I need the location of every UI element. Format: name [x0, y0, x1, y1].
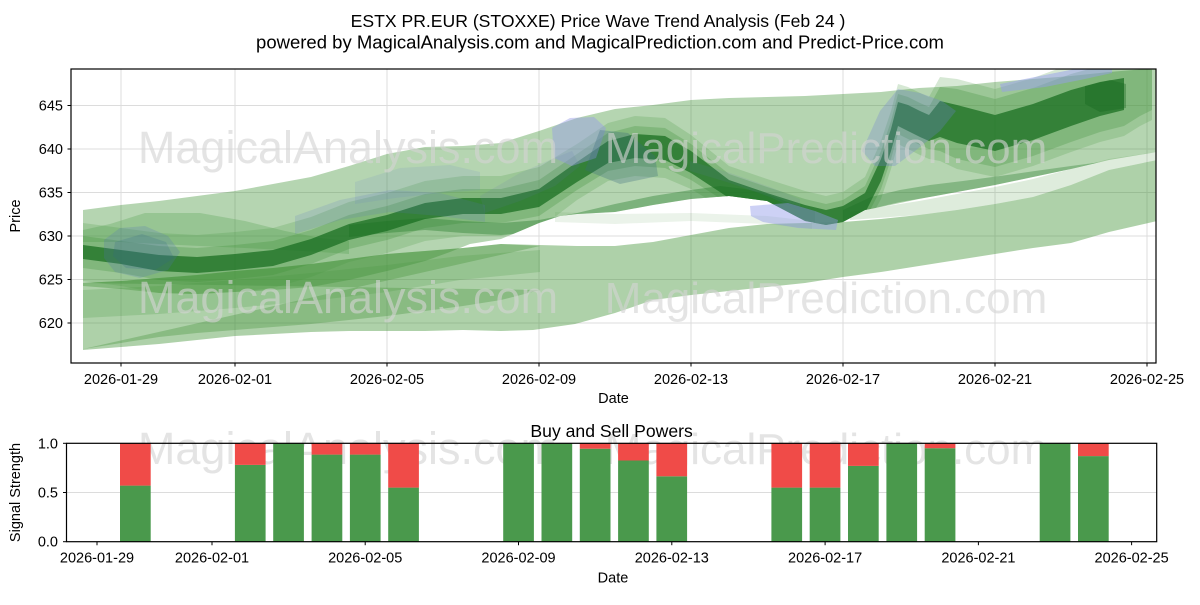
svg-text:630: 630 [39, 229, 63, 245]
svg-text:Buy and Sell Powers: Buy and Sell Powers [530, 421, 693, 441]
svg-text:2026-01-29: 2026-01-29 [60, 551, 134, 567]
svg-text:635: 635 [39, 186, 63, 202]
svg-text:0.0: 0.0 [38, 535, 58, 551]
svg-text:1.0: 1.0 [38, 436, 58, 452]
svg-text:MagicalAnalysis.com: MagicalAnalysis.com [138, 122, 558, 173]
svg-text:2026-02-21: 2026-02-21 [941, 551, 1015, 567]
svg-text:620: 620 [39, 316, 63, 332]
svg-text:2026-02-05: 2026-02-05 [350, 372, 424, 388]
svg-text:0.5: 0.5 [38, 486, 58, 502]
svg-text:MagicalAnalysis.com: MagicalAnalysis.com [138, 423, 558, 474]
svg-text:625: 625 [39, 273, 63, 289]
svg-text:2026-02-09: 2026-02-09 [502, 372, 576, 388]
svg-text:2026-02-13: 2026-02-13 [635, 551, 709, 567]
svg-text:2026-02-17: 2026-02-17 [788, 551, 862, 567]
svg-text:MagicalAnalysis.com: MagicalAnalysis.com [138, 272, 558, 323]
svg-text:ESTX PR.EUR (STOXXE) Price Wav: ESTX PR.EUR (STOXXE) Price Wave Trend An… [351, 11, 846, 31]
svg-text:Date: Date [598, 391, 629, 407]
svg-text:2026-02-01: 2026-02-01 [198, 372, 272, 388]
svg-text:2026-02-05: 2026-02-05 [328, 551, 402, 567]
svg-text:640: 640 [39, 142, 63, 158]
svg-text:MagicalPrediction.com: MagicalPrediction.com [605, 274, 1048, 323]
svg-text:2026-02-01: 2026-02-01 [175, 551, 249, 567]
svg-text:2026-02-21: 2026-02-21 [958, 372, 1032, 388]
svg-text:2026-02-25: 2026-02-25 [1095, 551, 1169, 567]
svg-text:2026-01-29: 2026-01-29 [84, 372, 158, 388]
svg-text:2026-02-09: 2026-02-09 [481, 551, 555, 567]
svg-text:Signal Strength: Signal Strength [8, 443, 24, 542]
svg-text:MagicalPrediction.com: MagicalPrediction.com [605, 124, 1048, 173]
svg-text:2026-02-25: 2026-02-25 [1110, 372, 1184, 388]
svg-text:Price: Price [8, 199, 24, 232]
svg-text:2026-02-13: 2026-02-13 [654, 372, 728, 388]
svg-text:645: 645 [39, 99, 63, 115]
svg-text:Date: Date [598, 571, 629, 587]
svg-text:powered by MagicalAnalysis.com: powered by MagicalAnalysis.com and Magic… [256, 32, 944, 53]
svg-text:2026-02-17: 2026-02-17 [806, 372, 880, 388]
